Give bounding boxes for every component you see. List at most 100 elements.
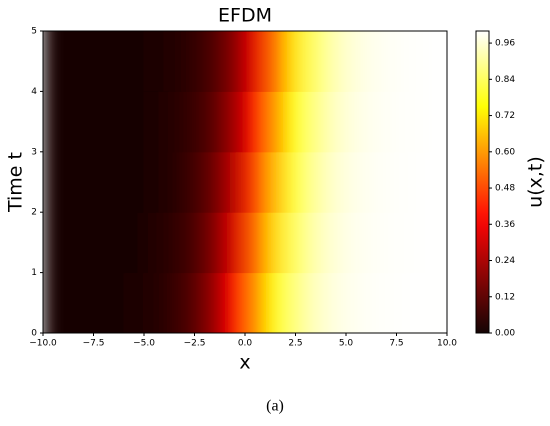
heat-cell <box>103 211 125 274</box>
x-tick-label: 0.0 <box>238 339 253 349</box>
heat-cell <box>143 272 165 333</box>
heat-cell <box>123 90 145 153</box>
heat-cell <box>345 151 367 213</box>
colorbar-tick-label: 0.60 <box>495 147 515 157</box>
heat-cell <box>82 272 105 333</box>
heat-cell <box>224 151 246 213</box>
y-tick-label: 2 <box>31 208 37 218</box>
heat-cell <box>43 211 64 274</box>
heat-cell <box>62 90 84 153</box>
heat-cell <box>305 31 327 92</box>
heat-cell <box>385 151 408 213</box>
heat-cell <box>103 31 125 92</box>
heat-cell <box>204 211 226 274</box>
heat-cell <box>244 151 266 213</box>
heat-cell <box>406 211 428 274</box>
colorbar-tick-label: 0.48 <box>495 184 515 194</box>
heat-cell <box>43 90 64 153</box>
colorbar-tick-label: 0.84 <box>495 75 515 85</box>
heat-cell <box>325 272 347 333</box>
heat-cell <box>365 31 387 92</box>
heat-cell <box>204 90 226 153</box>
heat-cell <box>244 90 266 153</box>
heat-cell <box>163 211 185 274</box>
y-tick-label: 4 <box>31 87 37 97</box>
heat-cell <box>103 90 125 153</box>
y-tick-label: 3 <box>31 147 37 157</box>
x-tick-label: 10.0 <box>437 339 457 349</box>
heat-cell <box>183 211 206 274</box>
x-tick-label: −5.0 <box>133 339 155 349</box>
heat-cell <box>123 151 145 213</box>
heat-cell <box>204 151 226 213</box>
heat-cell <box>163 31 185 92</box>
colorbar-tick-label: 0.36 <box>495 220 515 230</box>
heat-cell <box>244 211 266 274</box>
heat-cell <box>143 211 165 274</box>
chart-title: EFDM <box>218 5 272 27</box>
heat-cell <box>123 272 145 333</box>
colorbar-tick-label: 0.12 <box>495 292 515 302</box>
colorbar-tick-label: 0.72 <box>495 111 515 121</box>
heat-cell <box>284 211 307 274</box>
heat-cell <box>325 31 347 92</box>
heat-cell <box>406 151 428 213</box>
y-tick-label: 1 <box>31 268 37 278</box>
x-tick-label: 2.5 <box>288 339 302 349</box>
colorbar-tick-label: 0.24 <box>495 256 515 266</box>
colorbar-label: u(x,t) <box>525 156 547 208</box>
heat-cell <box>82 31 105 92</box>
heat-cell <box>163 151 185 213</box>
heat-cell <box>264 272 286 333</box>
heat-cell <box>183 151 206 213</box>
heat-cell <box>82 151 105 213</box>
colorbar <box>475 30 490 334</box>
heat-cell <box>62 272 84 333</box>
heat-cell <box>244 31 266 92</box>
heat-cell <box>385 90 408 153</box>
heat-cell <box>325 90 347 153</box>
heatmap <box>43 31 447 333</box>
x-tick-label: −10.0 <box>29 339 57 349</box>
heat-cell <box>426 272 447 333</box>
heat-cell <box>103 151 125 213</box>
heat-cell <box>43 272 64 333</box>
heat-cell <box>385 272 408 333</box>
heat-cell <box>143 31 165 92</box>
heat-cell <box>426 151 447 213</box>
x-tick-label: 7.5 <box>389 339 403 349</box>
heat-cell <box>305 90 327 153</box>
heat-cell <box>406 272 428 333</box>
heat-cell <box>62 211 84 274</box>
heat-cell <box>325 151 347 213</box>
heat-cell <box>264 90 286 153</box>
x-axis-label: x <box>239 352 250 374</box>
heat-cell <box>426 31 447 92</box>
heat-cell <box>345 211 367 274</box>
heat-cell <box>406 90 428 153</box>
heat-cell <box>143 90 165 153</box>
heat-cell <box>305 151 327 213</box>
heat-cell <box>385 31 408 92</box>
heat-cell <box>204 272 226 333</box>
heat-cell <box>224 31 246 92</box>
heat-cell <box>365 211 387 274</box>
heat-cell <box>284 151 307 213</box>
heat-cell <box>406 31 428 92</box>
heat-cell <box>365 151 387 213</box>
heat-cell <box>62 31 84 92</box>
heat-cell <box>123 211 145 274</box>
heat-cell <box>183 90 206 153</box>
caption: (a) <box>266 398 284 415</box>
heat-cell <box>43 31 64 92</box>
heat-cell <box>224 90 246 153</box>
heat-cell <box>284 90 307 153</box>
heat-cell <box>345 31 367 92</box>
heat-cell <box>325 211 347 274</box>
heat-cell <box>264 31 286 92</box>
heat-cell <box>345 272 367 333</box>
heat-cell <box>305 272 327 333</box>
heat-cell <box>163 272 185 333</box>
heat-cell <box>305 211 327 274</box>
